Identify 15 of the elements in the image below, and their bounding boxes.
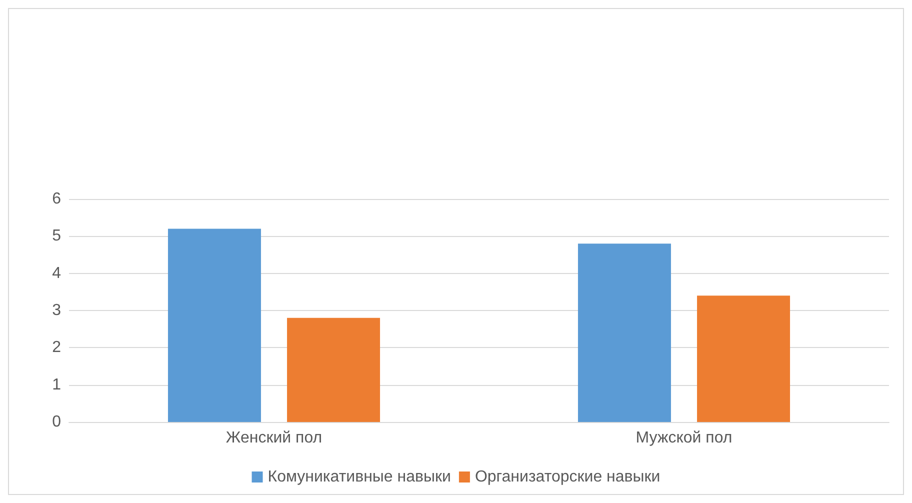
x-tick-label: Мужской пол — [636, 430, 732, 446]
y-tick-label: 2 — [52, 339, 62, 356]
legend-label: Комуникативные навыки — [268, 468, 451, 486]
bar — [578, 244, 671, 422]
y-tick-label: 4 — [52, 264, 62, 282]
bar — [168, 228, 261, 422]
legend-label: Организаторские навыки — [474, 468, 660, 486]
y-tick-label: 6 — [52, 190, 62, 208]
bar — [697, 296, 790, 422]
y-tick-label: 0 — [52, 414, 62, 430]
x-tick-label: Женский пол — [226, 430, 322, 446]
y-tick-label: 1 — [52, 376, 62, 394]
y-tick-label: 5 — [52, 228, 62, 245]
bar — [287, 318, 380, 422]
y-tick-label: 3 — [52, 302, 62, 319]
